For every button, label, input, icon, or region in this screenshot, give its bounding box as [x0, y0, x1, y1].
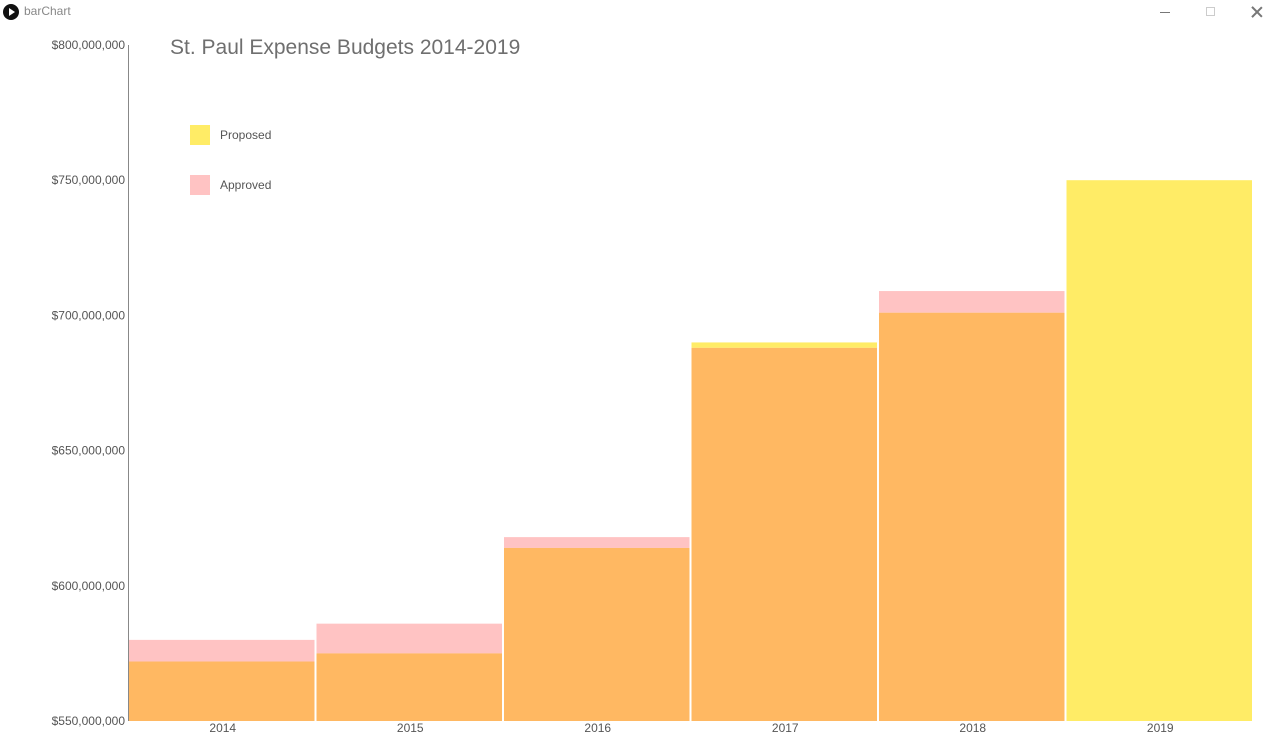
- legend-label-approved: Approved: [220, 178, 271, 192]
- y-tick-label: $650,000,000: [52, 444, 126, 458]
- bars-layer: [129, 180, 1252, 721]
- y-axis-ticks: $550,000,000 $600,000,000 $650,000,000 $700…: [52, 38, 126, 728]
- y-tick-label: $800,000,000: [52, 38, 126, 52]
- title-bar: barChart: [0, 0, 1280, 24]
- play-icon: [3, 4, 19, 20]
- legend: Proposed Approved: [190, 125, 271, 195]
- window-title: barChart: [24, 4, 71, 18]
- x-tick-label-2017: 2017: [772, 721, 799, 735]
- x-tick-label-2019: 2019: [1147, 721, 1174, 735]
- bar-proposed-2019: [1066, 180, 1252, 721]
- x-tick-label-2015: 2015: [397, 721, 424, 735]
- legend-swatch-proposed: [190, 125, 210, 145]
- bar-overlap-2014: [129, 661, 315, 721]
- bar-overlap-2016: [504, 547, 690, 721]
- y-tick-label: $550,000,000: [52, 714, 126, 728]
- legend-label-proposed: Proposed: [220, 128, 271, 142]
- y-tick-label: $750,000,000: [52, 173, 126, 187]
- bar-overlap-2015: [316, 653, 502, 721]
- maximize-icon: [1206, 7, 1215, 16]
- minimize-button[interactable]: [1142, 0, 1188, 24]
- bar-approved-2015: [316, 623, 502, 654]
- chart-title: St. Paul Expense Budgets 2014-2019: [170, 36, 520, 59]
- bar-proposed-2017: [691, 342, 877, 348]
- bar-approved-2018: [879, 291, 1065, 313]
- bar-approved-2016: [504, 537, 690, 548]
- bar-approved-2014: [129, 639, 315, 662]
- x-tick-label-2018: 2018: [959, 721, 986, 735]
- x-axis-labels: 2014 2015 2016 2017 2018 2019: [209, 721, 1174, 735]
- minimize-icon: [1160, 12, 1170, 13]
- y-tick-label: $600,000,000: [52, 579, 126, 593]
- x-tick-label-2014: 2014: [209, 721, 236, 735]
- legend-swatch-approved: [190, 175, 210, 195]
- bar-overlap-2018: [879, 312, 1065, 721]
- y-tick-label: $700,000,000: [52, 308, 126, 322]
- bar-overlap-2017: [691, 347, 877, 721]
- x-tick-label-2016: 2016: [584, 721, 611, 735]
- maximize-button[interactable]: [1188, 0, 1234, 24]
